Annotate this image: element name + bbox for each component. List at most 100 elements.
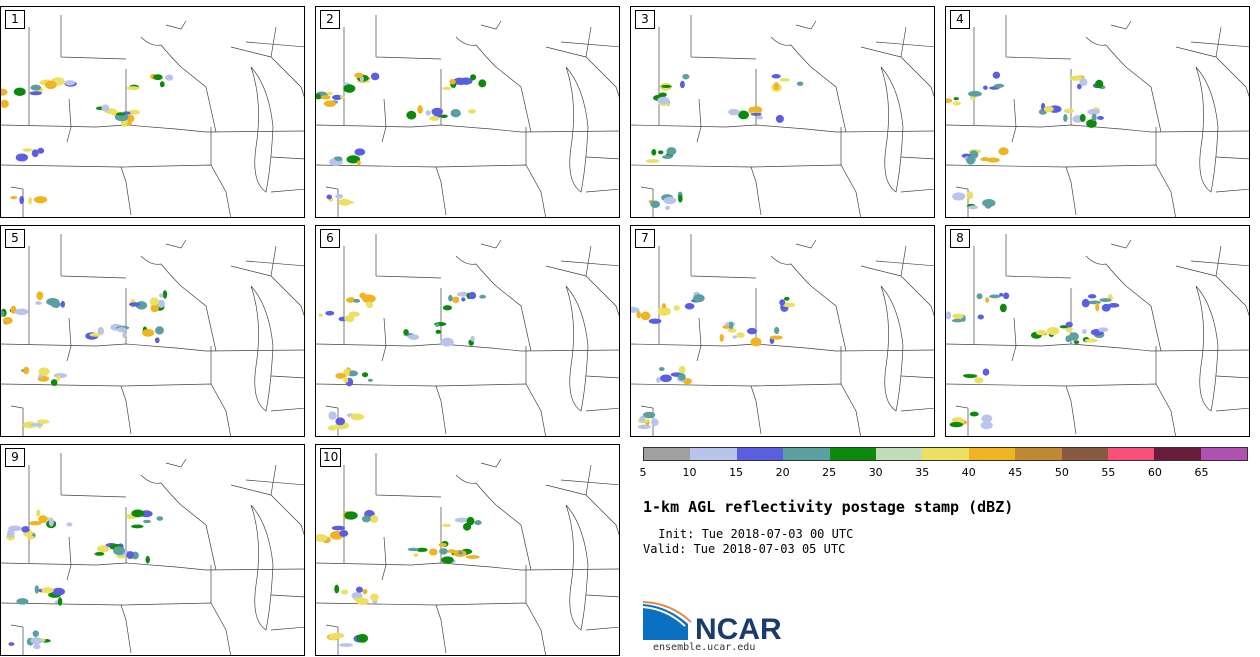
boundary-line xyxy=(455,36,497,68)
reflectivity-cell xyxy=(983,85,988,90)
colorbar-tick-label: 20 xyxy=(775,466,790,479)
boundary-line xyxy=(860,265,934,317)
reflectivity-cell xyxy=(969,411,979,417)
reflectivity-cell xyxy=(769,335,783,340)
boundary-line xyxy=(250,66,274,193)
colorbar-tick-label: 10 xyxy=(682,466,697,479)
reflectivity-cell xyxy=(442,86,452,91)
reflectivity-cell xyxy=(339,530,349,537)
boundary-line xyxy=(60,453,127,498)
reflectivity-cell xyxy=(746,327,758,335)
boundary-line xyxy=(1065,164,1176,217)
reflectivity-cell xyxy=(101,104,110,112)
boundary-line xyxy=(270,594,304,598)
logo-url: ensemble.ucar.edu xyxy=(653,642,756,653)
ensemble-member-panel: 2 xyxy=(315,6,620,218)
colorbar-bin xyxy=(736,448,784,460)
reflectivity-cell xyxy=(8,525,22,532)
boundary-line xyxy=(180,66,217,133)
boundary-line xyxy=(245,245,304,277)
reflectivity-cell xyxy=(415,547,428,552)
colorbar-tick-label: 40 xyxy=(961,466,976,479)
boundary-line xyxy=(10,624,24,655)
colorbar-tick-label: 65 xyxy=(1194,466,1209,479)
reflectivity-cell xyxy=(645,159,660,163)
colorbar-tick-label: 60 xyxy=(1147,466,1162,479)
reflectivity-cell xyxy=(14,308,29,316)
reflectivity-cell xyxy=(131,509,145,518)
reflectivity-cell xyxy=(999,303,1007,313)
reflectivity-cell xyxy=(33,196,48,204)
reflectivity-cell xyxy=(153,74,163,81)
reflectivity-cell xyxy=(775,114,784,123)
reflectivity-cell xyxy=(343,84,356,93)
boundary-line xyxy=(1011,98,1017,143)
reflectivity-cell xyxy=(38,515,48,524)
reflectivity-cell xyxy=(435,329,442,334)
boundary-line xyxy=(585,626,619,631)
reflectivity-cell xyxy=(779,78,790,82)
valid-time: Valid: Tue 2018-07-03 05 UTC xyxy=(643,542,846,556)
reflectivity-cell xyxy=(779,299,786,306)
reflectivity-cell xyxy=(94,551,105,556)
reflectivity-cell xyxy=(116,327,127,333)
reflectivity-cell xyxy=(736,332,745,338)
reflectivity-cell xyxy=(37,147,45,154)
reflectivity-cell xyxy=(328,411,337,420)
reflectivity-cell xyxy=(326,91,333,96)
boundary-line xyxy=(1175,46,1249,98)
reflectivity-cell xyxy=(442,523,452,528)
reflectivity-cell xyxy=(953,97,959,101)
reflectivity-cell xyxy=(2,316,13,325)
reflectivity-cell xyxy=(351,592,363,600)
ncar-logo: NCAR xyxy=(643,601,782,642)
reflectivity-cell xyxy=(783,296,790,301)
boundary-line xyxy=(120,164,231,217)
reflectivity-cell xyxy=(1073,340,1080,344)
reflectivity-cell xyxy=(648,318,662,324)
reflectivity-cell xyxy=(478,79,487,88)
reflectivity-cell xyxy=(157,299,165,308)
reflectivity-cell xyxy=(438,542,447,547)
reflectivity-cell xyxy=(362,588,368,595)
boundary-line xyxy=(946,124,1249,133)
reflectivity-cell xyxy=(1099,298,1112,303)
reflectivity-cell xyxy=(29,91,42,96)
boundary-line xyxy=(900,188,934,193)
boundary-line xyxy=(316,383,447,435)
colorbar-bin xyxy=(1015,448,1062,460)
reflectivity-cell xyxy=(1087,108,1100,115)
reflectivity-cell xyxy=(750,112,762,116)
boundary-line xyxy=(631,164,762,216)
reflectivity-cell xyxy=(34,585,39,594)
boundary-line xyxy=(545,265,619,317)
boundary-line xyxy=(875,26,934,58)
reflectivity-cell xyxy=(1076,83,1082,90)
reflectivity-cell xyxy=(642,411,656,419)
reflectivity-cell xyxy=(441,556,454,564)
reflectivity-cell xyxy=(656,377,661,383)
boundary-line xyxy=(631,124,934,133)
reflectivity-cell xyxy=(403,329,409,336)
boundary-line xyxy=(880,66,904,193)
boundary-line xyxy=(640,405,654,436)
reflectivity-cell xyxy=(682,73,690,80)
reflectivity-cell xyxy=(1107,303,1120,308)
boundary-line xyxy=(560,464,619,496)
reflectivity-cell xyxy=(407,547,419,552)
reflectivity-cell xyxy=(452,296,460,304)
colorbar-ticks: 5 10 15 20 25 30 35 40 45 50 55 60 65 xyxy=(640,466,1248,480)
member-number-label: 7 xyxy=(635,229,655,248)
reflectivity-cell xyxy=(998,147,1009,156)
boundary-line xyxy=(120,602,231,655)
boundary-line xyxy=(1,602,132,654)
reflectivity-cell xyxy=(732,335,738,339)
reflectivity-cell xyxy=(981,414,993,423)
reflectivity-cell xyxy=(347,370,359,377)
reflectivity-cell xyxy=(26,535,35,540)
boundary-line xyxy=(585,407,619,412)
reflectivity-cell xyxy=(325,310,335,316)
reflectivity-cell xyxy=(15,153,28,162)
reflectivity-cell xyxy=(1086,119,1097,128)
reflectivity-cell xyxy=(456,291,470,297)
